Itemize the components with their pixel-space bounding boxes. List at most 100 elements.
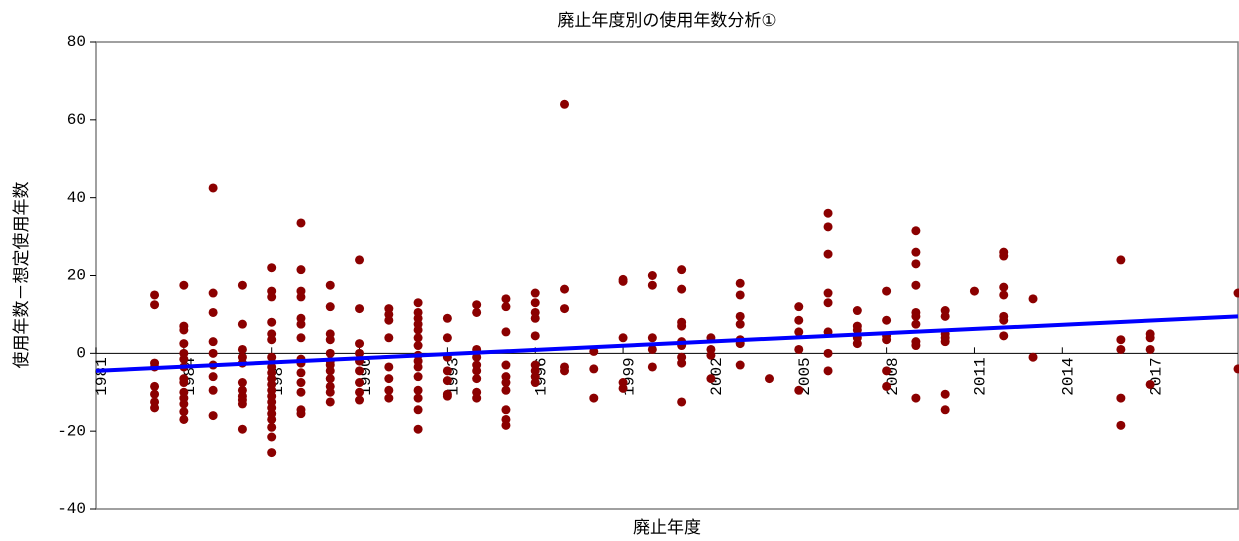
point: [677, 321, 687, 331]
point: [823, 298, 833, 308]
point: [179, 280, 189, 290]
point: [208, 348, 218, 358]
point: [823, 348, 833, 358]
point: [852, 306, 862, 316]
point: [472, 393, 482, 403]
point: [237, 344, 247, 354]
point: [501, 420, 511, 430]
point: [1233, 364, 1239, 374]
point: [179, 354, 189, 364]
point: [355, 348, 365, 358]
point: [267, 352, 277, 362]
point: [179, 325, 189, 335]
point: [237, 378, 247, 388]
point: [179, 414, 189, 424]
point: [823, 366, 833, 376]
point: [501, 378, 511, 388]
y-tick-label: 20: [67, 267, 86, 285]
point: [208, 183, 218, 193]
point: [1028, 294, 1038, 304]
chart-title: 廃止年度別の使用年数分析①: [557, 10, 776, 31]
point: [794, 344, 804, 354]
point: [1145, 344, 1155, 354]
x-tick-label: 1981: [93, 357, 111, 395]
point: [999, 331, 1009, 341]
x-tick-label: 2011: [972, 357, 990, 395]
point: [325, 348, 335, 358]
point: [325, 302, 335, 312]
point: [735, 360, 745, 370]
point: [150, 290, 160, 300]
point: [384, 333, 394, 343]
point: [296, 333, 306, 343]
point: [384, 362, 394, 372]
point: [530, 313, 540, 323]
point: [267, 292, 277, 302]
point: [677, 397, 687, 407]
point: [794, 315, 804, 325]
point: [472, 374, 482, 384]
point: [267, 335, 277, 345]
point: [677, 358, 687, 368]
point: [501, 327, 511, 337]
point: [208, 307, 218, 317]
point: [472, 366, 482, 376]
point: [1233, 288, 1239, 298]
point: [355, 255, 365, 265]
point: [413, 424, 423, 434]
x-tick-label: 2014: [1060, 357, 1078, 395]
point: [794, 385, 804, 395]
point: [589, 364, 599, 374]
point: [882, 366, 892, 376]
point: [911, 247, 921, 257]
point: [647, 362, 657, 372]
point: [735, 319, 745, 329]
point: [647, 333, 657, 343]
point: [647, 271, 657, 280]
point: [1145, 333, 1155, 343]
point: [911, 311, 921, 321]
point: [1116, 344, 1126, 354]
point: [735, 290, 745, 300]
point: [325, 397, 335, 407]
point: [472, 352, 482, 362]
point: [823, 208, 833, 218]
point: [999, 290, 1009, 300]
point: [237, 319, 247, 329]
point: [296, 265, 306, 275]
point: [355, 387, 365, 397]
point: [1028, 352, 1038, 362]
point: [501, 294, 511, 304]
point: [1145, 379, 1155, 389]
point: [384, 315, 394, 325]
trend-line: [95, 314, 1239, 373]
point: [355, 339, 365, 349]
point: [882, 335, 892, 345]
point: [823, 222, 833, 232]
point: [940, 389, 950, 399]
point: [296, 319, 306, 329]
point: [911, 319, 921, 329]
point: [267, 432, 277, 442]
point: [560, 366, 570, 376]
point: [413, 333, 423, 343]
point: [647, 280, 657, 290]
point: [150, 300, 160, 310]
y-tick-label: 40: [67, 189, 86, 207]
x-tick-label: 2017: [1147, 357, 1165, 395]
point: [384, 393, 394, 403]
point: [589, 393, 599, 403]
point: [560, 304, 570, 314]
point: [179, 407, 189, 417]
point: [706, 374, 716, 384]
point: [296, 409, 306, 419]
point: [355, 378, 365, 388]
x-tick-label: 2002: [708, 357, 726, 395]
point: [413, 393, 423, 403]
point: [911, 341, 921, 351]
point: [208, 288, 218, 298]
point: [999, 282, 1009, 292]
point: [472, 300, 482, 310]
point: [384, 374, 394, 384]
point: [413, 325, 423, 335]
